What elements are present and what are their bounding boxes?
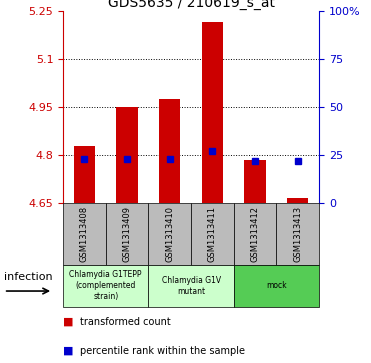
Text: transformed count: transformed count (80, 317, 171, 327)
Text: GSM1313408: GSM1313408 (80, 206, 89, 262)
Text: mock: mock (266, 281, 287, 290)
Bar (74, 146, 95, 203)
Bar (148, 265, 234, 307)
Bar (63, 265, 148, 307)
Bar (191, 203, 234, 265)
Text: Chlamydia G1V
mutant: Chlamydia G1V mutant (161, 276, 221, 296)
Bar (287, 199, 308, 203)
Text: percentile rank within the sample: percentile rank within the sample (80, 346, 245, 356)
Bar (244, 160, 266, 203)
Text: GSM1313409: GSM1313409 (122, 206, 132, 262)
Text: ■: ■ (63, 346, 73, 356)
Text: ■: ■ (63, 317, 73, 327)
Bar (106, 203, 148, 265)
Text: Chlamydia G1TEPP
(complemented
strain): Chlamydia G1TEPP (complemented strain) (69, 270, 142, 301)
Text: GSM1313410: GSM1313410 (165, 206, 174, 262)
Bar (202, 22, 223, 203)
Bar (63, 203, 106, 265)
Bar (116, 107, 138, 203)
Text: GSM1313412: GSM1313412 (250, 206, 260, 262)
Text: infection: infection (4, 272, 52, 282)
Title: GDS5635 / 210619_s_at: GDS5635 / 210619_s_at (108, 0, 275, 10)
Bar (276, 203, 319, 265)
Text: GSM1313413: GSM1313413 (293, 206, 302, 262)
Bar (234, 265, 319, 307)
Bar (159, 99, 180, 203)
Bar (234, 203, 276, 265)
Bar (148, 203, 191, 265)
Text: GSM1313411: GSM1313411 (208, 206, 217, 262)
